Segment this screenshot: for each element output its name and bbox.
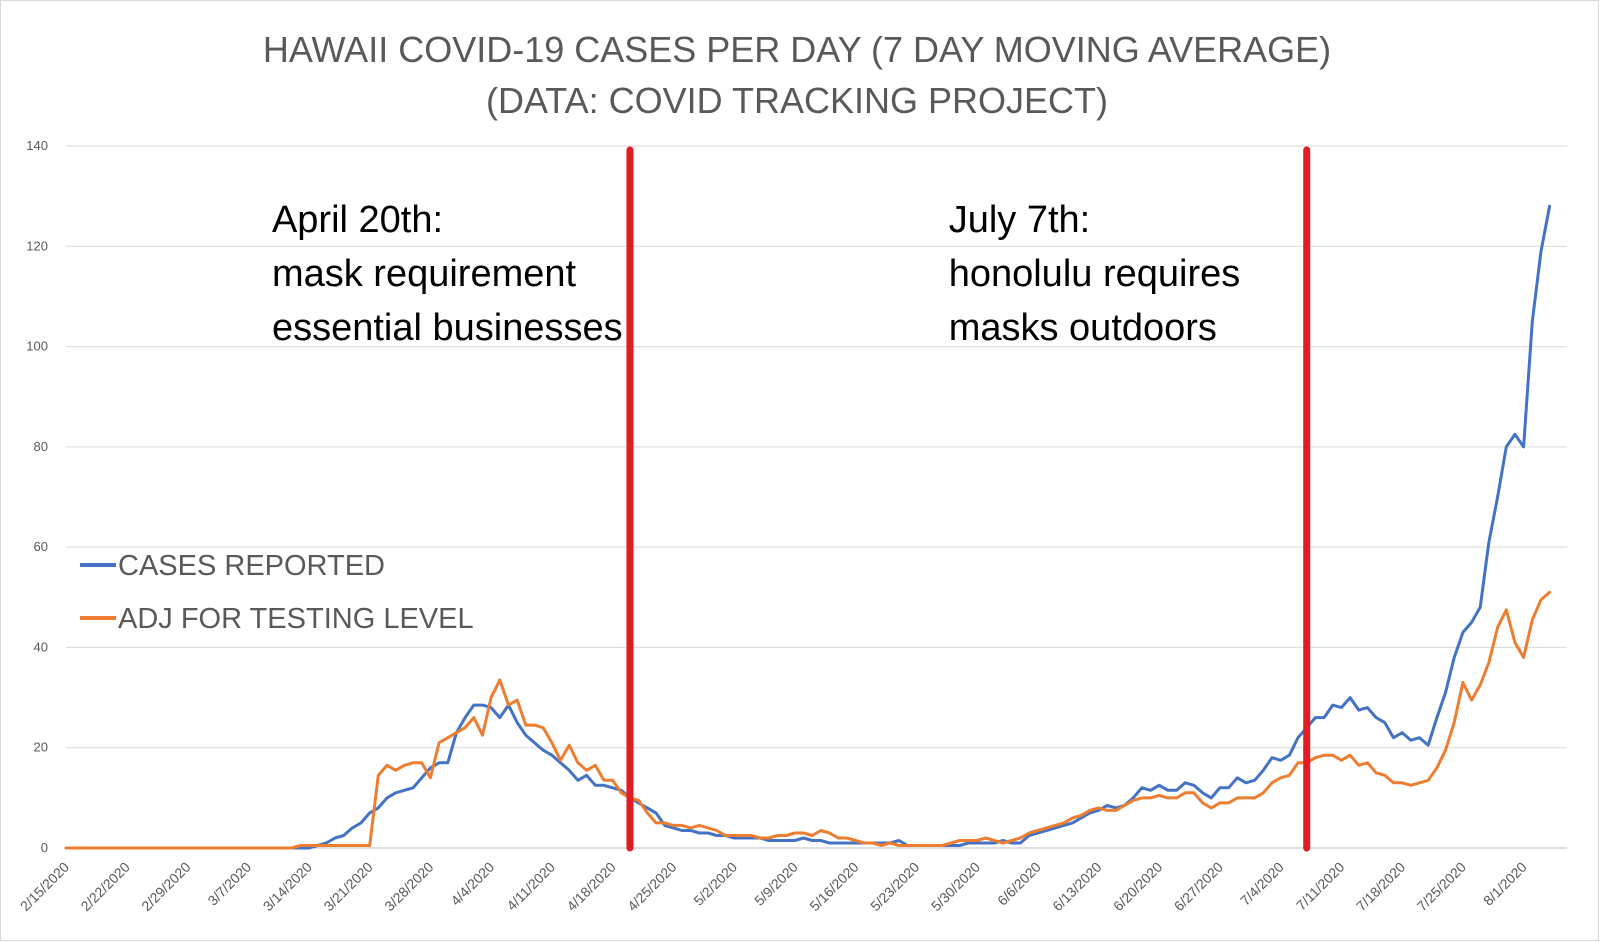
- x-tick-label: 6/6/2020: [994, 859, 1044, 909]
- y-tick-label: 100: [26, 339, 48, 354]
- legend: CASES REPORTED ADJ FOR TESTING LEVEL: [80, 550, 474, 635]
- y-tick-label: 20: [34, 740, 48, 755]
- y-tick-label: 0: [41, 840, 48, 855]
- x-tick-label: 7/11/2020: [1293, 859, 1348, 914]
- x-tick-label: 4/4/2020: [447, 859, 497, 909]
- x-tick-label: 5/2/2020: [690, 859, 740, 909]
- x-tick-label: 5/16/2020: [806, 859, 862, 915]
- annotation-1-line-3: essential businesses: [272, 307, 623, 349]
- series-lines: [64, 204, 1552, 850]
- x-tick-label: 5/9/2020: [751, 859, 801, 909]
- x-tick-label: 7/18/2020: [1353, 859, 1409, 915]
- x-tick-label: 5/23/2020: [867, 859, 923, 915]
- legend-label-2: ADJ FOR TESTING LEVEL: [118, 603, 474, 635]
- chart-title-line-1: HAWAII COVID-19 CASES PER DAY (7 DAY MOV…: [263, 29, 1331, 70]
- series-line-2: [64, 590, 1552, 850]
- x-tick-label: 8/1/2020: [1480, 859, 1530, 909]
- x-axis-ticks: 2/15/2020 2/22/2020 2/29/2020 3/7/2020 3/14/…: [17, 859, 1530, 915]
- x-tick-label: 3/21/2020: [320, 859, 376, 915]
- y-tick-label: 40: [34, 639, 48, 654]
- reference-lines: [626, 146, 1311, 852]
- y-tick-label: 120: [26, 238, 48, 253]
- x-tick-label: 7/25/2020: [1414, 859, 1470, 915]
- x-tick-label: 4/18/2020: [563, 859, 619, 915]
- x-tick-label: 4/11/2020: [503, 859, 558, 914]
- annotation-1-line-1: April 20th:: [272, 199, 443, 241]
- legend-label-1: CASES REPORTED: [118, 550, 385, 582]
- y-tick-label: 60: [34, 539, 48, 554]
- annotation-1-line-2: mask requirement: [272, 253, 577, 295]
- series-line-1: [64, 204, 1552, 850]
- x-tick-label: 6/27/2020: [1171, 859, 1227, 915]
- chart-title: HAWAII COVID-19 CASES PER DAY (7 DAY MOV…: [263, 29, 1331, 121]
- x-tick-label: 2/22/2020: [77, 859, 133, 915]
- x-tick-label: 4/25/2020: [624, 859, 680, 915]
- annotation-2-line-3: masks outdoors: [949, 307, 1217, 349]
- y-axis-ticks: 0 20 40 60 80 100 120 140: [26, 138, 48, 855]
- y-tick-label: 140: [26, 138, 48, 153]
- x-tick-label: 6/20/2020: [1110, 859, 1166, 915]
- x-tick-label: 3/28/2020: [381, 859, 437, 915]
- x-tick-label: 5/30/2020: [928, 859, 984, 915]
- x-tick-label: 3/14/2020: [260, 859, 316, 915]
- x-tick-label: 3/7/2020: [204, 859, 254, 909]
- annotations: April 20th: mask requirement essential bus…: [272, 199, 1240, 349]
- annotation-2-line-2: honolulu requires: [949, 253, 1241, 295]
- gridlines: [66, 145, 1567, 849]
- x-tick-label: 6/13/2020: [1049, 859, 1105, 915]
- x-tick-label: 2/15/2020: [17, 859, 73, 915]
- annotation-2-line-1: July 7th:: [949, 199, 1091, 241]
- y-tick-label: 80: [34, 439, 48, 454]
- chart-title-line-2: (DATA: COVID TRACKING PROJECT): [486, 80, 1108, 121]
- x-tick-label: 7/4/2020: [1237, 859, 1287, 909]
- x-tick-label: 2/29/2020: [138, 859, 194, 915]
